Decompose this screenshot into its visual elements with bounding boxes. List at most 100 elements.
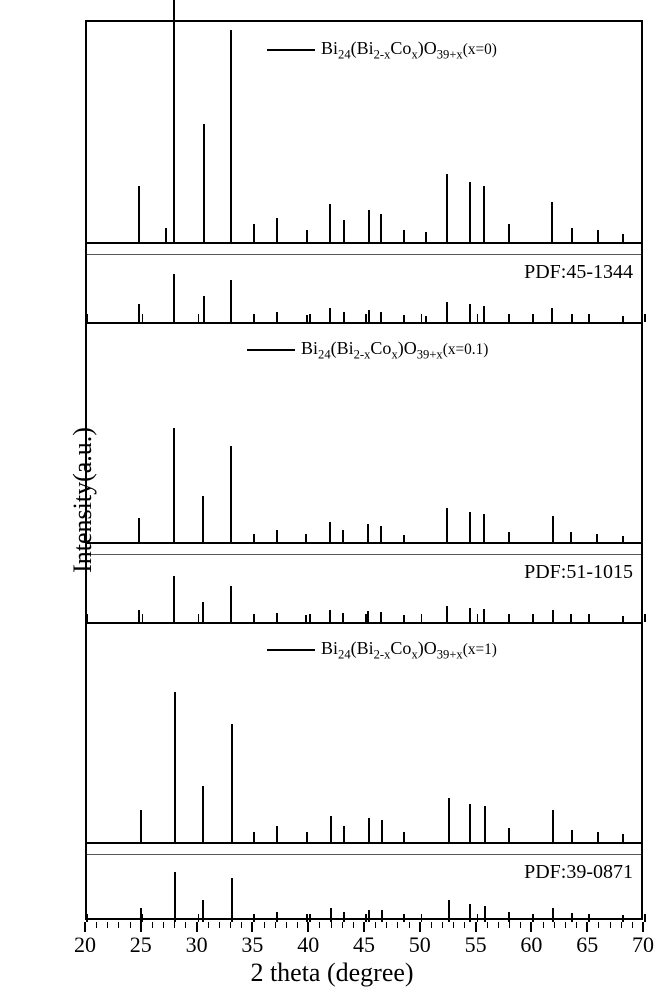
x-tick-minor	[520, 922, 521, 928]
pdf-stick	[202, 900, 204, 922]
x-tick-minor	[230, 922, 231, 928]
x-tick-label: 45	[353, 932, 375, 958]
legend-line-sample-1	[247, 349, 295, 351]
pdf-stick	[174, 872, 176, 922]
xrd-peak	[276, 826, 278, 844]
pdf-stick	[203, 296, 205, 322]
inner-tick	[477, 614, 479, 622]
pdf-stick	[483, 306, 485, 322]
x-tick-label: 40	[297, 932, 319, 958]
pdf-stick	[508, 314, 510, 322]
xrd-peak	[173, 428, 175, 544]
xrd-peak	[306, 230, 308, 244]
x-tick-minor	[409, 922, 410, 928]
x-tick-minor	[185, 922, 186, 928]
inner-tick	[309, 914, 311, 922]
xrd-peak	[484, 806, 486, 844]
pdf-stick	[403, 315, 405, 322]
inner-tick	[198, 614, 200, 622]
pdf-stick	[367, 611, 369, 622]
x-tick-minor	[118, 922, 119, 928]
xrd-peak	[403, 832, 405, 844]
xrd-peak	[508, 828, 510, 844]
chart-plot-area: PDF:45-1344 Bi24(Bi2-xCox)O39+x(x=0) PDF…	[85, 20, 643, 920]
pdf-label-1: PDF:51-1015	[524, 561, 633, 584]
inner-tick	[86, 614, 88, 622]
pdf-stick	[508, 614, 510, 622]
xrd-peak	[508, 224, 510, 244]
legend-2: Bi24(Bi2-xCox)O39+x(x=1)	[267, 638, 497, 663]
xrd-panel-0: PDF:45-1344 Bi24(Bi2-xCox)O39+x(x=0)	[87, 22, 641, 322]
pdf-stick	[552, 610, 554, 622]
x-tick	[251, 922, 253, 932]
x-tick	[307, 922, 309, 932]
inner-tick	[644, 914, 646, 922]
legend-text-0: Bi24(Bi2-xCox)O39+x(x=0)	[321, 38, 497, 63]
x-tick-minor	[576, 922, 577, 928]
pdf-stick	[138, 610, 140, 622]
inner-tick	[86, 914, 88, 922]
inner-tick	[142, 614, 144, 622]
pdf-stick	[342, 613, 344, 622]
xrd-panel-2: PDF:39-0871 Bi24(Bi2-xCox)O39+x(x=1)	[87, 622, 641, 922]
x-tick-minor	[554, 922, 555, 928]
x-tick-minor	[353, 922, 354, 928]
x-tick-minor	[275, 922, 276, 928]
pdf-stick	[403, 615, 405, 622]
inner-tick	[421, 914, 423, 922]
xrd-peak	[483, 186, 485, 244]
x-tick-minor	[130, 922, 131, 928]
inner-tick	[588, 614, 590, 622]
pdf-stick	[306, 914, 308, 922]
x-tick-minor	[565, 922, 566, 928]
x-tick	[475, 922, 477, 932]
xrd-peak	[330, 816, 332, 844]
xrd-peak	[622, 536, 624, 544]
inner-tick	[309, 314, 311, 322]
inner-tick	[253, 314, 255, 322]
x-tick-minor	[319, 922, 320, 928]
xrd-peak	[508, 532, 510, 544]
pdf-stick	[403, 914, 405, 922]
pdf-stick	[446, 606, 448, 622]
xrd-peak	[367, 524, 369, 544]
x-tick-minor	[632, 922, 633, 928]
xrd-panel-1: PDF:51-1015 Bi24(Bi2-xCox)O39+x(x=0.1)	[87, 322, 641, 622]
x-tick-minor	[297, 922, 298, 928]
xrd-peak	[446, 174, 448, 244]
pdf-stick	[380, 612, 382, 622]
x-tick-label: 25	[130, 932, 152, 958]
x-tick	[586, 922, 588, 932]
xrd-peak	[174, 692, 176, 844]
xrd-peak	[469, 512, 471, 544]
x-tick-minor	[453, 922, 454, 928]
xrd-peak	[306, 832, 308, 844]
baseline-1	[87, 542, 641, 544]
xrd-peak	[276, 218, 278, 244]
xrd-peak	[138, 518, 140, 544]
inner-tick	[477, 914, 479, 922]
pdf-stick	[305, 615, 307, 622]
baseline-2	[87, 842, 641, 844]
xrd-peak	[597, 832, 599, 844]
xrd-peak	[552, 810, 554, 844]
xrd-peak	[469, 804, 471, 844]
pdf-stick	[306, 315, 308, 322]
xrd-peak	[448, 798, 450, 844]
legend-line-sample-2	[267, 649, 315, 651]
x-tick-label: 50	[409, 932, 431, 958]
x-tick-minor	[331, 922, 332, 928]
pdf-stick	[173, 274, 175, 322]
x-tick-minor	[397, 922, 398, 928]
x-axis-ticks: 2025303540455055606570	[85, 922, 643, 962]
inner-tick	[365, 914, 367, 922]
x-tick-minor	[610, 922, 611, 928]
xrd-peak	[253, 832, 255, 844]
x-tick-minor	[386, 922, 387, 928]
x-tick-label: 60	[520, 932, 542, 958]
pdf-stick	[276, 613, 278, 622]
x-tick-minor	[286, 922, 287, 928]
pdf-label-2: PDF:39-0871	[524, 861, 633, 884]
pdf-stick	[381, 910, 383, 922]
x-axis-label: 2 theta (degree)	[250, 958, 413, 988]
